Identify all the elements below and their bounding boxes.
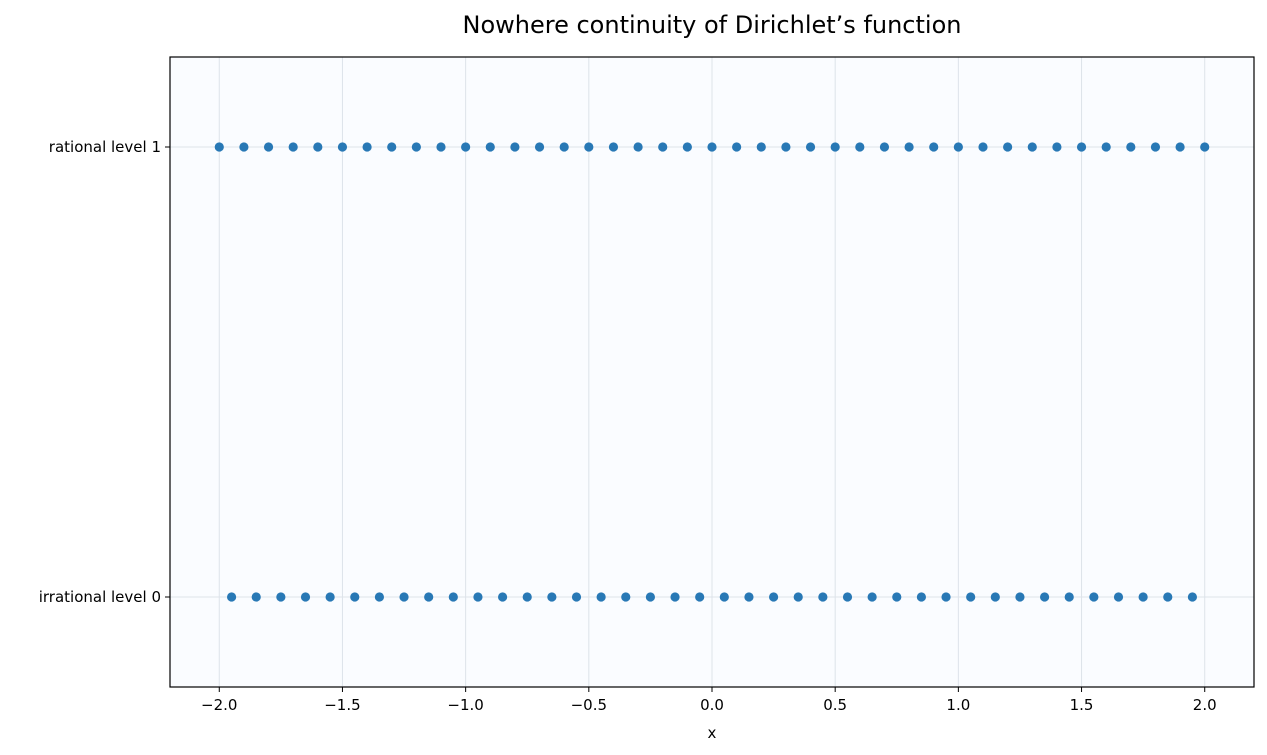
y-tick-label: irrational level 0 [39, 588, 161, 606]
data-point [485, 142, 495, 152]
data-point [300, 592, 311, 602]
data-point [1064, 592, 1074, 602]
data-point [534, 142, 545, 152]
data-point [362, 142, 372, 152]
data-point [448, 592, 458, 602]
data-point [1150, 142, 1161, 152]
data-point [916, 592, 927, 602]
data-point [461, 142, 471, 152]
data-point [214, 142, 224, 152]
data-point [325, 592, 335, 602]
data-point [892, 592, 902, 602]
data-point [584, 142, 594, 152]
data-point [658, 142, 668, 152]
data-point [1027, 142, 1037, 152]
data-point [645, 592, 656, 602]
data-point [608, 142, 619, 152]
data-point [768, 592, 779, 602]
data-point [288, 142, 298, 152]
x-tick-label: 0.5 [823, 696, 847, 714]
data-point [436, 142, 446, 152]
data-point [830, 142, 840, 152]
data-point [350, 592, 360, 602]
data-point [226, 592, 237, 602]
x-axis-label: x [708, 724, 717, 742]
data-point [251, 592, 261, 602]
data-point [263, 142, 274, 152]
x-tick-label: 1.5 [1070, 696, 1094, 714]
data-point [670, 592, 680, 602]
data-point [805, 142, 816, 152]
data-point [399, 592, 409, 602]
data-point [695, 592, 705, 602]
data-point [978, 142, 988, 152]
data-point [1163, 592, 1173, 602]
data-point [571, 592, 582, 602]
x-tick-label: −1.0 [447, 696, 483, 714]
data-point [904, 142, 914, 152]
data-point [1089, 592, 1099, 602]
data-point [719, 592, 729, 602]
data-point [732, 142, 742, 152]
data-point [781, 142, 791, 152]
x-tick-label: 0.0 [700, 696, 724, 714]
data-point [411, 142, 421, 152]
data-point [522, 592, 532, 602]
data-point [879, 142, 890, 152]
data-point [1076, 142, 1087, 152]
data-point [1200, 142, 1210, 152]
x-tick-label: −0.5 [571, 696, 607, 714]
data-point [374, 592, 385, 602]
data-point [744, 592, 754, 602]
data-point [621, 592, 631, 602]
data-point [929, 142, 939, 152]
data-point [510, 142, 520, 152]
data-points [214, 142, 1210, 602]
data-point [682, 142, 692, 152]
data-point [867, 592, 877, 602]
data-point [1126, 142, 1136, 152]
x-tick-label: −1.5 [324, 696, 360, 714]
data-point [1015, 592, 1025, 602]
data-point [1175, 142, 1185, 152]
data-point [337, 142, 348, 152]
data-point [1003, 142, 1013, 152]
data-point [990, 592, 1000, 602]
data-point [1101, 142, 1111, 152]
x-tick-label: 1.0 [946, 696, 970, 714]
y-tick-label: rational level 1 [49, 138, 161, 156]
data-point [473, 592, 483, 602]
data-point [1187, 592, 1198, 602]
data-point [497, 592, 508, 602]
data-point [313, 142, 323, 152]
ticks: −2.0 −1.5 −1.0 −0.5 0.0 0.5 1.0 1.5 2.0 rational … [39, 138, 1217, 714]
data-point [1138, 592, 1148, 602]
data-point [1039, 592, 1050, 602]
data-point [239, 142, 249, 152]
data-point [596, 592, 606, 602]
data-point [276, 592, 286, 602]
data-point [966, 592, 976, 602]
data-point [953, 142, 963, 152]
x-tick-label: −2.0 [201, 696, 237, 714]
data-point [707, 142, 717, 152]
data-point [756, 142, 766, 152]
data-point [842, 592, 853, 602]
data-point [387, 142, 397, 152]
data-point [818, 592, 828, 602]
data-point [559, 142, 569, 152]
data-point [1113, 592, 1124, 602]
data-point [1052, 142, 1062, 152]
data-point [855, 142, 865, 152]
data-point [941, 592, 951, 602]
data-point [633, 142, 643, 152]
data-point [424, 592, 434, 602]
chart-title: Nowhere continuity of Dirichlet’s functi… [463, 11, 962, 39]
data-point [547, 592, 557, 602]
data-point [793, 592, 803, 602]
x-tick-label: 2.0 [1193, 696, 1217, 714]
